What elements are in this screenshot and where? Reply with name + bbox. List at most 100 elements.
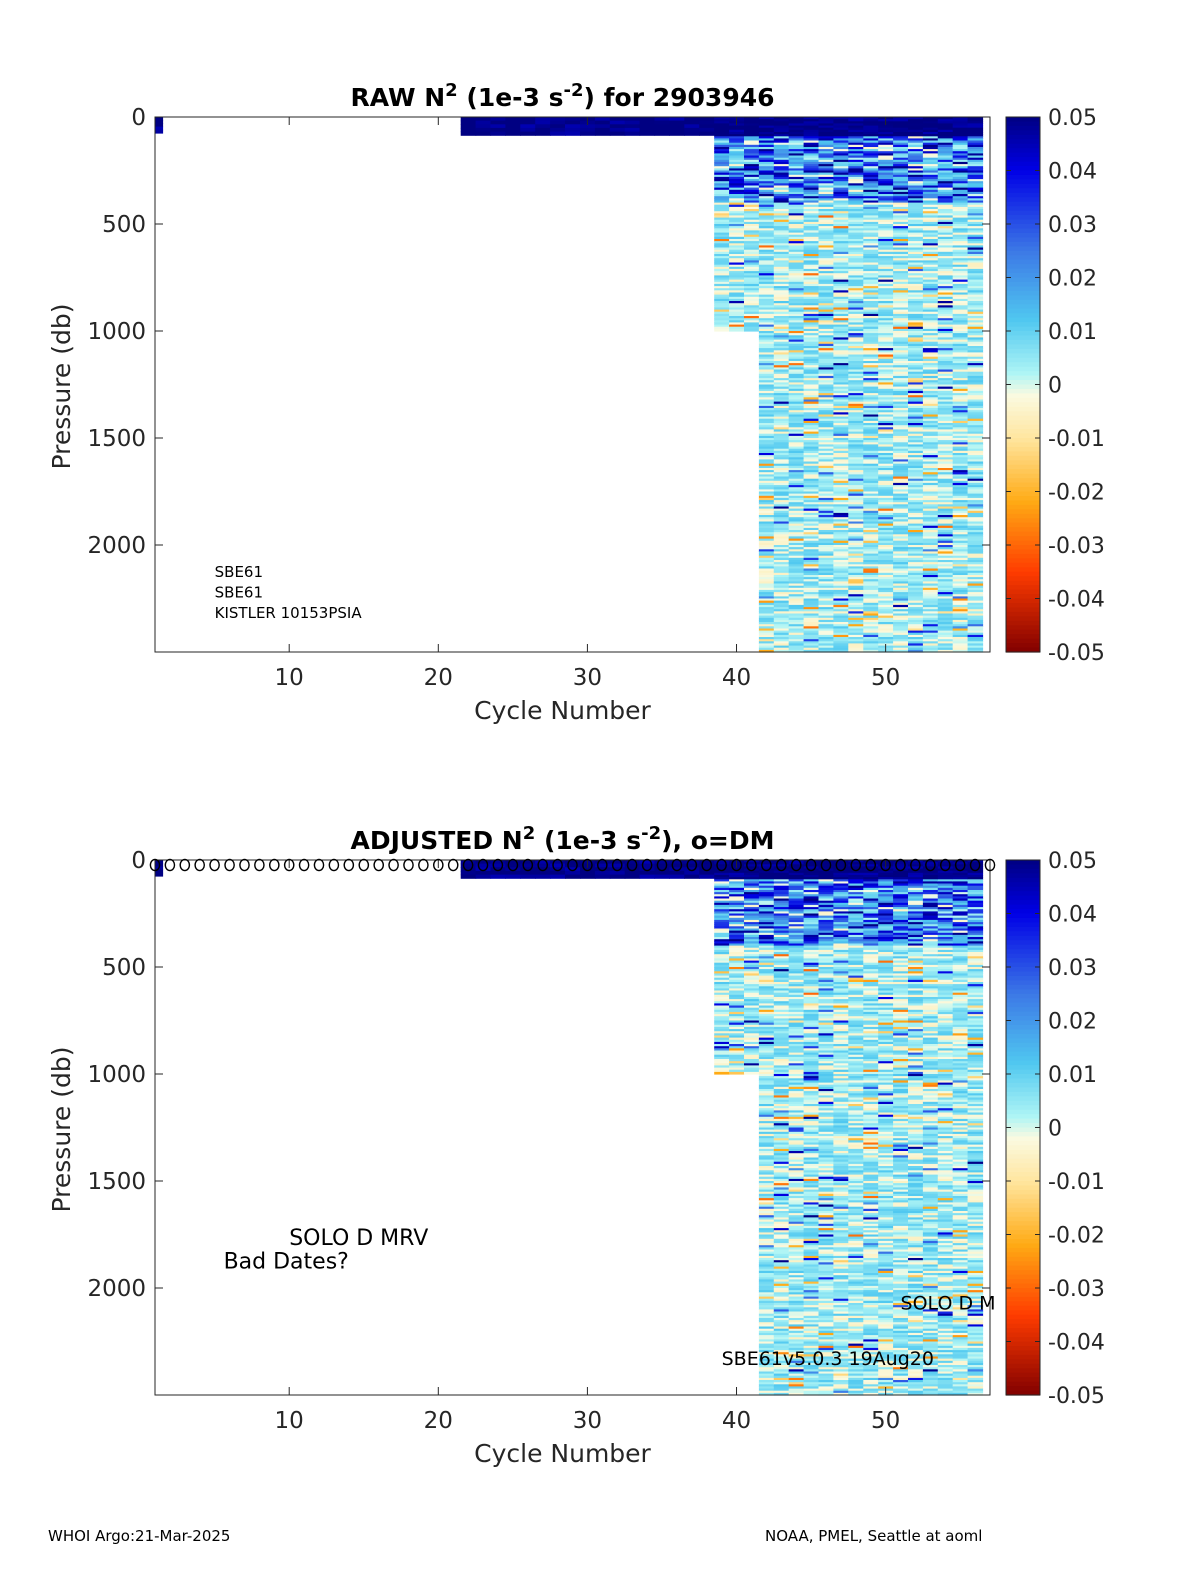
heatmap-cell xyxy=(788,431,805,435)
heatmap-cell xyxy=(714,217,730,221)
heatmap-cell xyxy=(744,283,760,287)
heatmap-cell xyxy=(758,1069,775,1073)
heatmap-cell xyxy=(729,971,745,974)
heatmap-cell xyxy=(952,288,969,291)
heatmap-cell xyxy=(878,283,894,287)
colorbar-segment xyxy=(1006,638,1040,644)
heatmap-cell xyxy=(937,318,954,321)
heatmap-cell xyxy=(908,444,924,448)
heatmap-cell xyxy=(952,489,969,493)
heatmap-cell xyxy=(833,562,849,565)
heatmap-cell xyxy=(848,532,864,535)
heatmap-cell xyxy=(788,549,805,552)
heatmap-cell xyxy=(952,643,969,647)
heatmap-cell xyxy=(967,224,984,227)
colorbar-segment xyxy=(1006,397,1040,403)
heatmap-cell xyxy=(803,491,820,495)
heatmap-cell xyxy=(893,557,909,561)
heatmap-cell xyxy=(744,958,760,962)
heatmap-cell xyxy=(848,628,864,632)
heatmap-cell xyxy=(908,384,924,388)
heatmap-cell xyxy=(878,373,894,377)
heatmap-cell xyxy=(744,204,760,208)
heatmap-cell xyxy=(818,482,834,486)
heatmap-cell xyxy=(967,301,984,304)
heatmap-cell xyxy=(654,870,670,876)
heatmap-cell xyxy=(952,290,969,293)
heatmap-cell xyxy=(937,164,954,167)
heatmap-cell xyxy=(744,872,760,876)
heatmap-cell xyxy=(922,219,939,223)
heatmap-cell xyxy=(758,1086,775,1090)
heatmap-cell xyxy=(758,898,775,902)
heatmap-cell xyxy=(908,482,924,486)
heatmap-cell xyxy=(818,403,834,407)
heatmap-cell xyxy=(565,131,581,136)
heatmap-cell xyxy=(922,352,939,356)
heatmap-cell xyxy=(744,179,760,182)
heatmap-cell xyxy=(922,440,939,443)
heatmap-cell xyxy=(758,450,775,454)
heatmap-cell xyxy=(758,123,775,127)
heatmap-cell xyxy=(908,155,924,159)
heatmap-cell xyxy=(848,215,864,219)
heatmap-cell xyxy=(744,290,760,293)
heatmap-cell xyxy=(952,515,969,518)
heatmap-cell xyxy=(818,630,834,634)
heatmap-cell xyxy=(952,444,969,448)
heatmap-cell xyxy=(848,431,864,435)
heatmap-cell xyxy=(773,365,790,368)
heatmap-cell xyxy=(893,525,909,529)
heatmap-cell xyxy=(848,316,864,319)
heatmap-cell xyxy=(863,328,879,332)
heatmap-cell xyxy=(773,294,790,298)
heatmap-cell xyxy=(818,478,834,482)
heatmap-cell xyxy=(788,547,805,550)
heatmap-cell xyxy=(893,414,909,418)
heatmap-cell xyxy=(967,318,984,321)
heatmap-cell xyxy=(937,213,954,216)
heatmap-cell xyxy=(758,465,775,469)
heatmap-cell xyxy=(788,624,805,627)
heatmap-cell xyxy=(788,236,805,240)
heatmap-cell xyxy=(908,224,924,227)
colorbar-segment xyxy=(1006,331,1040,337)
heatmap-cell xyxy=(878,395,894,398)
heatmap-cell xyxy=(773,495,790,499)
heatmap-cell xyxy=(878,423,894,426)
heatmap-cell xyxy=(758,1298,775,1302)
heatmap-cell xyxy=(758,900,775,904)
heatmap-cell xyxy=(922,446,939,450)
heatmap-cell xyxy=(863,183,879,186)
heatmap-cell xyxy=(922,519,939,522)
heatmap-cell xyxy=(878,127,894,131)
heatmap-cell xyxy=(967,420,984,424)
heatmap-cell xyxy=(788,179,805,182)
heatmap-cell xyxy=(952,566,969,570)
heatmap-cell xyxy=(833,318,849,321)
heatmap-cell xyxy=(818,179,834,182)
heatmap-cell xyxy=(788,395,805,398)
heatmap-cell xyxy=(952,446,969,450)
heatmap-cell xyxy=(908,476,924,480)
heatmap-cell xyxy=(952,585,969,589)
heatmap-cell xyxy=(758,1136,775,1139)
heatmap-cell xyxy=(937,420,954,424)
heatmap-cell xyxy=(878,553,894,557)
heatmap-cell xyxy=(908,311,924,315)
heatmap-cell xyxy=(788,316,805,319)
heatmap-cell xyxy=(818,525,834,529)
heatmap-cell xyxy=(773,262,790,266)
heatmap-cell xyxy=(952,433,969,437)
heatmap-cell xyxy=(937,217,954,221)
heatmap-cell xyxy=(773,172,790,176)
heatmap-cell xyxy=(758,348,775,351)
y-tick-label: 500 xyxy=(102,212,146,238)
heatmap-cell xyxy=(818,266,834,270)
colorbar-segment xyxy=(1006,166,1040,172)
heatmap-cell xyxy=(893,397,909,400)
heatmap-cell xyxy=(773,356,790,360)
heatmap-cell xyxy=(952,129,969,133)
heatmap-cell xyxy=(863,367,879,371)
heatmap-cell xyxy=(952,504,969,507)
